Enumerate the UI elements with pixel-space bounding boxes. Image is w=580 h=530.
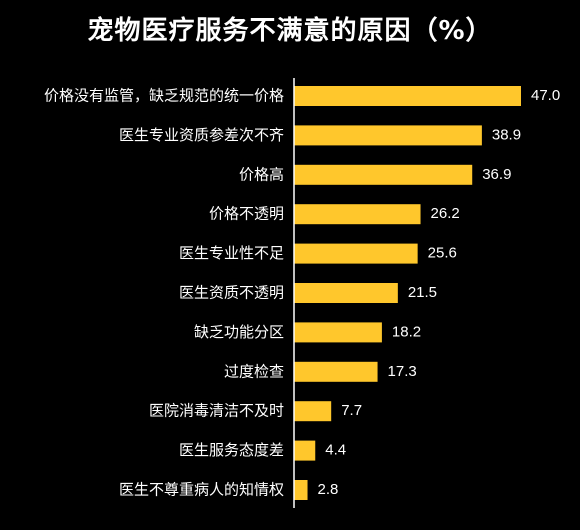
bar: [294, 401, 332, 422]
category-label: 医生不尊重病人的知情权: [119, 481, 284, 499]
bar: [294, 322, 382, 343]
category-label: 价格高: [239, 165, 284, 183]
bar: [294, 86, 521, 106]
value-label: 18.2: [392, 323, 421, 340]
category-label: 医生专业性不足: [179, 244, 284, 262]
category-label: 医院消毒清洁不及时: [149, 402, 284, 420]
bar: [294, 480, 308, 500]
value-label: 2.8: [318, 481, 339, 498]
category-label: 价格不透明: [209, 205, 284, 223]
category-label: 价格没有监管，缺乏规范的统一价格: [44, 87, 284, 105]
bar: [294, 125, 482, 146]
value-label: 26.2: [431, 205, 460, 222]
bar: [294, 243, 418, 264]
bar: [294, 164, 473, 185]
value-label: 21.5: [408, 284, 437, 301]
category-label: 缺乏功能分区: [194, 323, 284, 341]
bar: [294, 361, 378, 382]
category-label: 医生服务态度差: [179, 441, 284, 459]
category-label: 过度检查: [224, 362, 284, 380]
value-label: 36.9: [482, 166, 511, 183]
value-label: 38.9: [492, 126, 521, 143]
category-label: 医生专业资质参差次不齐: [119, 126, 284, 144]
category-label: 医生资质不透明: [179, 284, 284, 302]
value-label: 7.7: [341, 402, 362, 419]
bar: [294, 204, 421, 225]
chart-title: 宠物医疗服务不满意的原因（%）: [87, 16, 493, 46]
bar: [294, 440, 316, 461]
value-label: 17.3: [388, 363, 417, 380]
value-label: 25.6: [428, 245, 457, 262]
bar: [294, 283, 398, 303]
value-label: 4.4: [325, 442, 346, 459]
value-label: 47.0: [531, 87, 560, 104]
